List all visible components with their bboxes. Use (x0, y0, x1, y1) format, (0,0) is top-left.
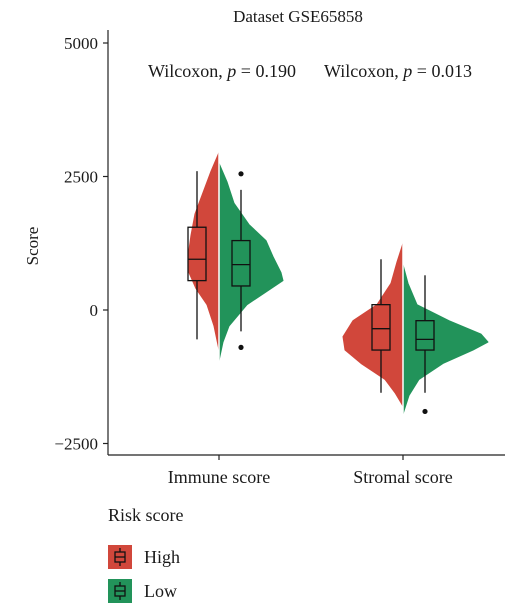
annotation-stromal: Wilcoxon, p = 0.013 (324, 61, 472, 81)
box-high-stromal-score (371, 304, 391, 351)
legend-label-high: High (144, 546, 180, 567)
box-low-stromal-score (415, 320, 435, 351)
violin-low-stromal-score (402, 264, 489, 415)
y-tick-label: −2500 (54, 435, 98, 454)
box-low-immune-score (231, 239, 251, 287)
violin-chart: Dataset GSE65858 Score −2500 0 2500 5000 Imm… (23, 7, 505, 487)
boxplot-layer (187, 171, 435, 415)
outlier-low-immune-score (238, 171, 244, 177)
x-tick-label: Immune score (168, 467, 270, 487)
y-tick-label: 2500 (64, 168, 98, 187)
y-axis-label: Score (23, 227, 42, 266)
annotation-immune: Wilcoxon, p = 0.190 (148, 61, 296, 81)
legend-key-low (108, 579, 132, 603)
x-tick-label: Stromal score (353, 467, 452, 487)
legend: Risk score High Low (108, 505, 184, 608)
violin-low-immune-score (218, 162, 284, 362)
violin-high-immune-score (187, 151, 220, 351)
chart-title: Dataset GSE65858 (233, 7, 363, 26)
y-tick-label: 5000 (64, 34, 98, 53)
box-high-immune-score (187, 226, 207, 282)
violin-layer (187, 149, 489, 417)
legend-title: Risk score (108, 505, 184, 525)
outlier-low-stromal-score (422, 408, 428, 415)
legend-label-low: Low (144, 580, 177, 601)
axes: −2500 0 2500 5000 Immune score Stromal score (54, 30, 505, 487)
legend-item-low: Low (108, 574, 184, 608)
violin-high-stromal-score (342, 242, 404, 407)
legend-key-high (108, 545, 132, 569)
legend-item-high: High (108, 540, 184, 574)
outlier-low-immune-score (238, 344, 244, 350)
y-tick-label: 0 (90, 301, 99, 320)
